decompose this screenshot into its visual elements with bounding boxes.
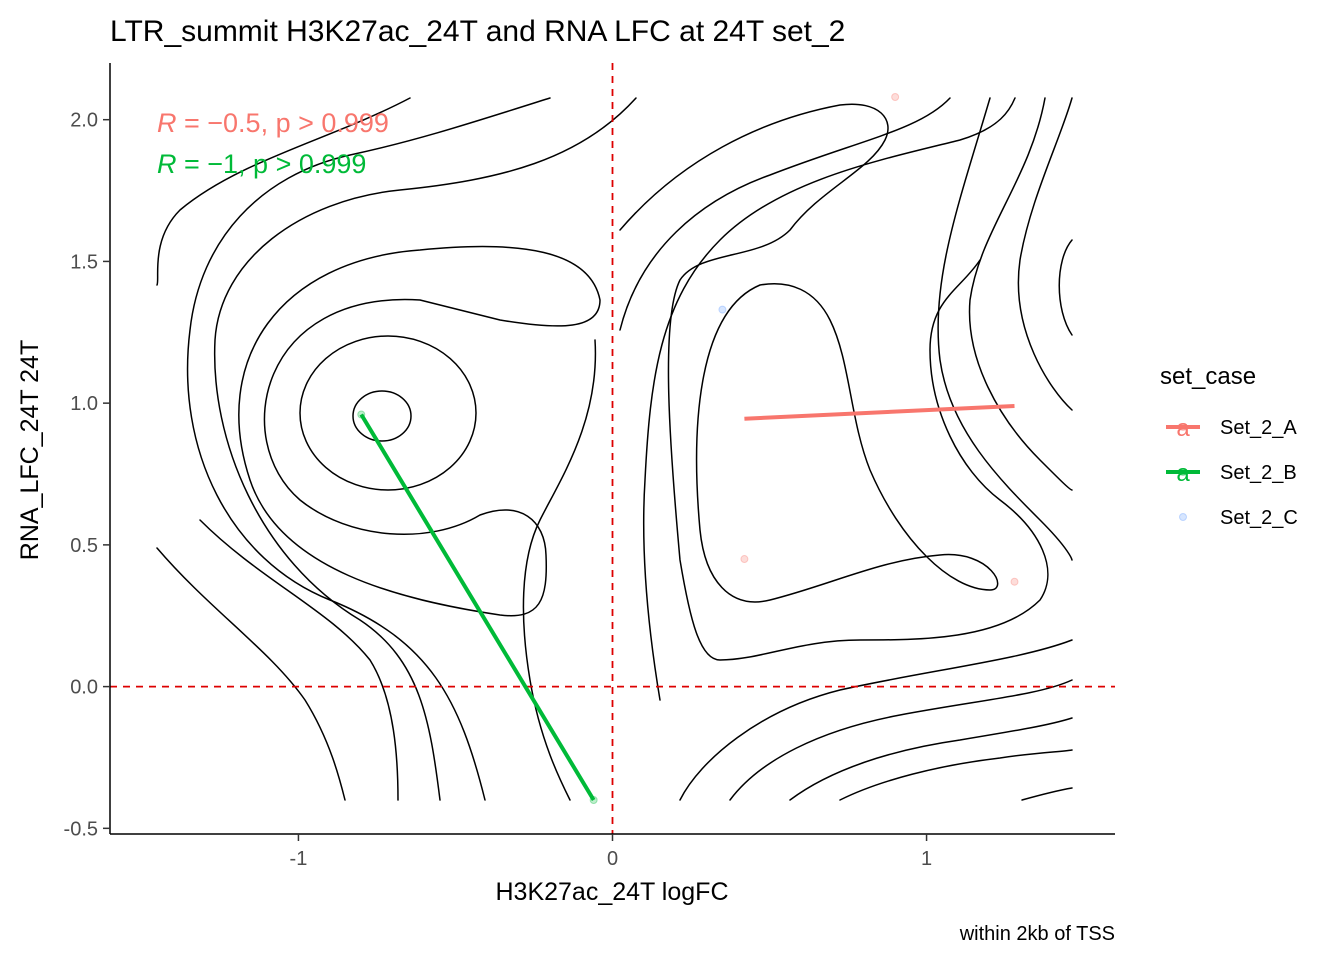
correlation-annotations: R = −0.5, p > 0.999 R = −1, p > 0.999 — [157, 108, 389, 179]
data-point-set-2-b — [589, 795, 598, 804]
density-contours — [156, 97, 1073, 801]
contour-line — [352, 390, 412, 442]
contour-line — [238, 245, 601, 617]
contour-line — [156, 547, 346, 801]
contour-line — [156, 97, 411, 286]
chart-caption: within 2kb of TSS — [959, 923, 1115, 945]
contour-line — [522, 339, 597, 801]
annotation-set-2-b: R = −1, p > 0.999 — [157, 149, 366, 179]
fit-line-set-2-b — [359, 413, 596, 802]
contour-line — [679, 639, 1073, 801]
data-point-set-2-c — [718, 305, 727, 314]
annotation-set-2-a-r: R — [157, 108, 177, 138]
contour-line — [839, 749, 1073, 801]
y-ticks: -0.5 0.0 0.5 1.0 1.5 2.0 — [64, 110, 110, 840]
contour-line — [695, 283, 999, 603]
contour-line — [199, 519, 399, 801]
data-point-set-2-a — [740, 555, 749, 564]
contour-line — [213, 97, 637, 801]
legend-label-set-2-a: Set_2_A — [1220, 417, 1297, 439]
contour-line — [186, 97, 551, 801]
fit-line-set-2-a — [744, 403, 1015, 421]
x-axis-label: H3K27ac_24T logFC — [495, 878, 728, 906]
contour-line — [729, 679, 1073, 801]
contour-line — [619, 97, 951, 331]
contour-line — [1021, 787, 1073, 801]
contour-line — [1017, 97, 1073, 411]
data-point-set-2-a — [1010, 577, 1019, 586]
annotation-set-2-b-text: = −1, p > 0.999 — [177, 149, 367, 179]
legend-key-point-set-2-b — [1179, 468, 1187, 476]
contour-line — [789, 717, 1073, 801]
x-tick-label: -1 — [290, 848, 308, 870]
legend-key-glyph-set-2-b: a — [1176, 460, 1190, 487]
x-tick-label: 0 — [607, 848, 618, 870]
legend-label-set-2-b: Set_2_B — [1220, 462, 1297, 484]
x-ticks: -1 0 1 — [290, 834, 932, 870]
annotation-set-2-a-text: = −0.5, p > 0.999 — [177, 108, 389, 138]
contour-line — [937, 97, 1073, 561]
legend-key-point-set-2-c — [1179, 513, 1187, 521]
contour-line — [619, 103, 1049, 661]
y-tick-label: 1.5 — [70, 251, 98, 273]
y-tick-label: 0.5 — [70, 535, 98, 557]
legend-label-set-2-c: Set_2_C — [1220, 507, 1298, 529]
contour-line — [968, 97, 1073, 491]
y-tick-label: 0.0 — [70, 677, 98, 699]
reference-lines — [110, 63, 1115, 834]
y-tick-label: 2.0 — [70, 110, 98, 132]
contour-line — [1058, 239, 1073, 336]
data-points — [357, 93, 1019, 804]
fit-lines — [359, 403, 1015, 802]
annotation-set-2-a: R = −0.5, p > 0.999 — [157, 108, 389, 138]
contour-line — [299, 335, 477, 491]
data-point-set-2-a — [891, 93, 900, 102]
legend-key-glyph-set-2-a: a — [1176, 415, 1190, 442]
y-tick-label: 1.0 — [70, 393, 98, 415]
legend-title: set_case — [1160, 363, 1256, 390]
annotation-set-2-b-r: R — [157, 149, 177, 179]
y-axis-label: RNA_LFC_24T 24T — [16, 340, 44, 560]
chart-title: LTR_summit H3K27ac_24T and RNA LFC at 24… — [110, 15, 845, 48]
contour-line — [642, 97, 1016, 701]
data-point-set-2-b — [357, 410, 366, 419]
y-tick-label: -0.5 — [64, 818, 98, 840]
x-tick-label: 1 — [921, 848, 932, 870]
legend-key-point-set-2-a — [1179, 423, 1187, 431]
